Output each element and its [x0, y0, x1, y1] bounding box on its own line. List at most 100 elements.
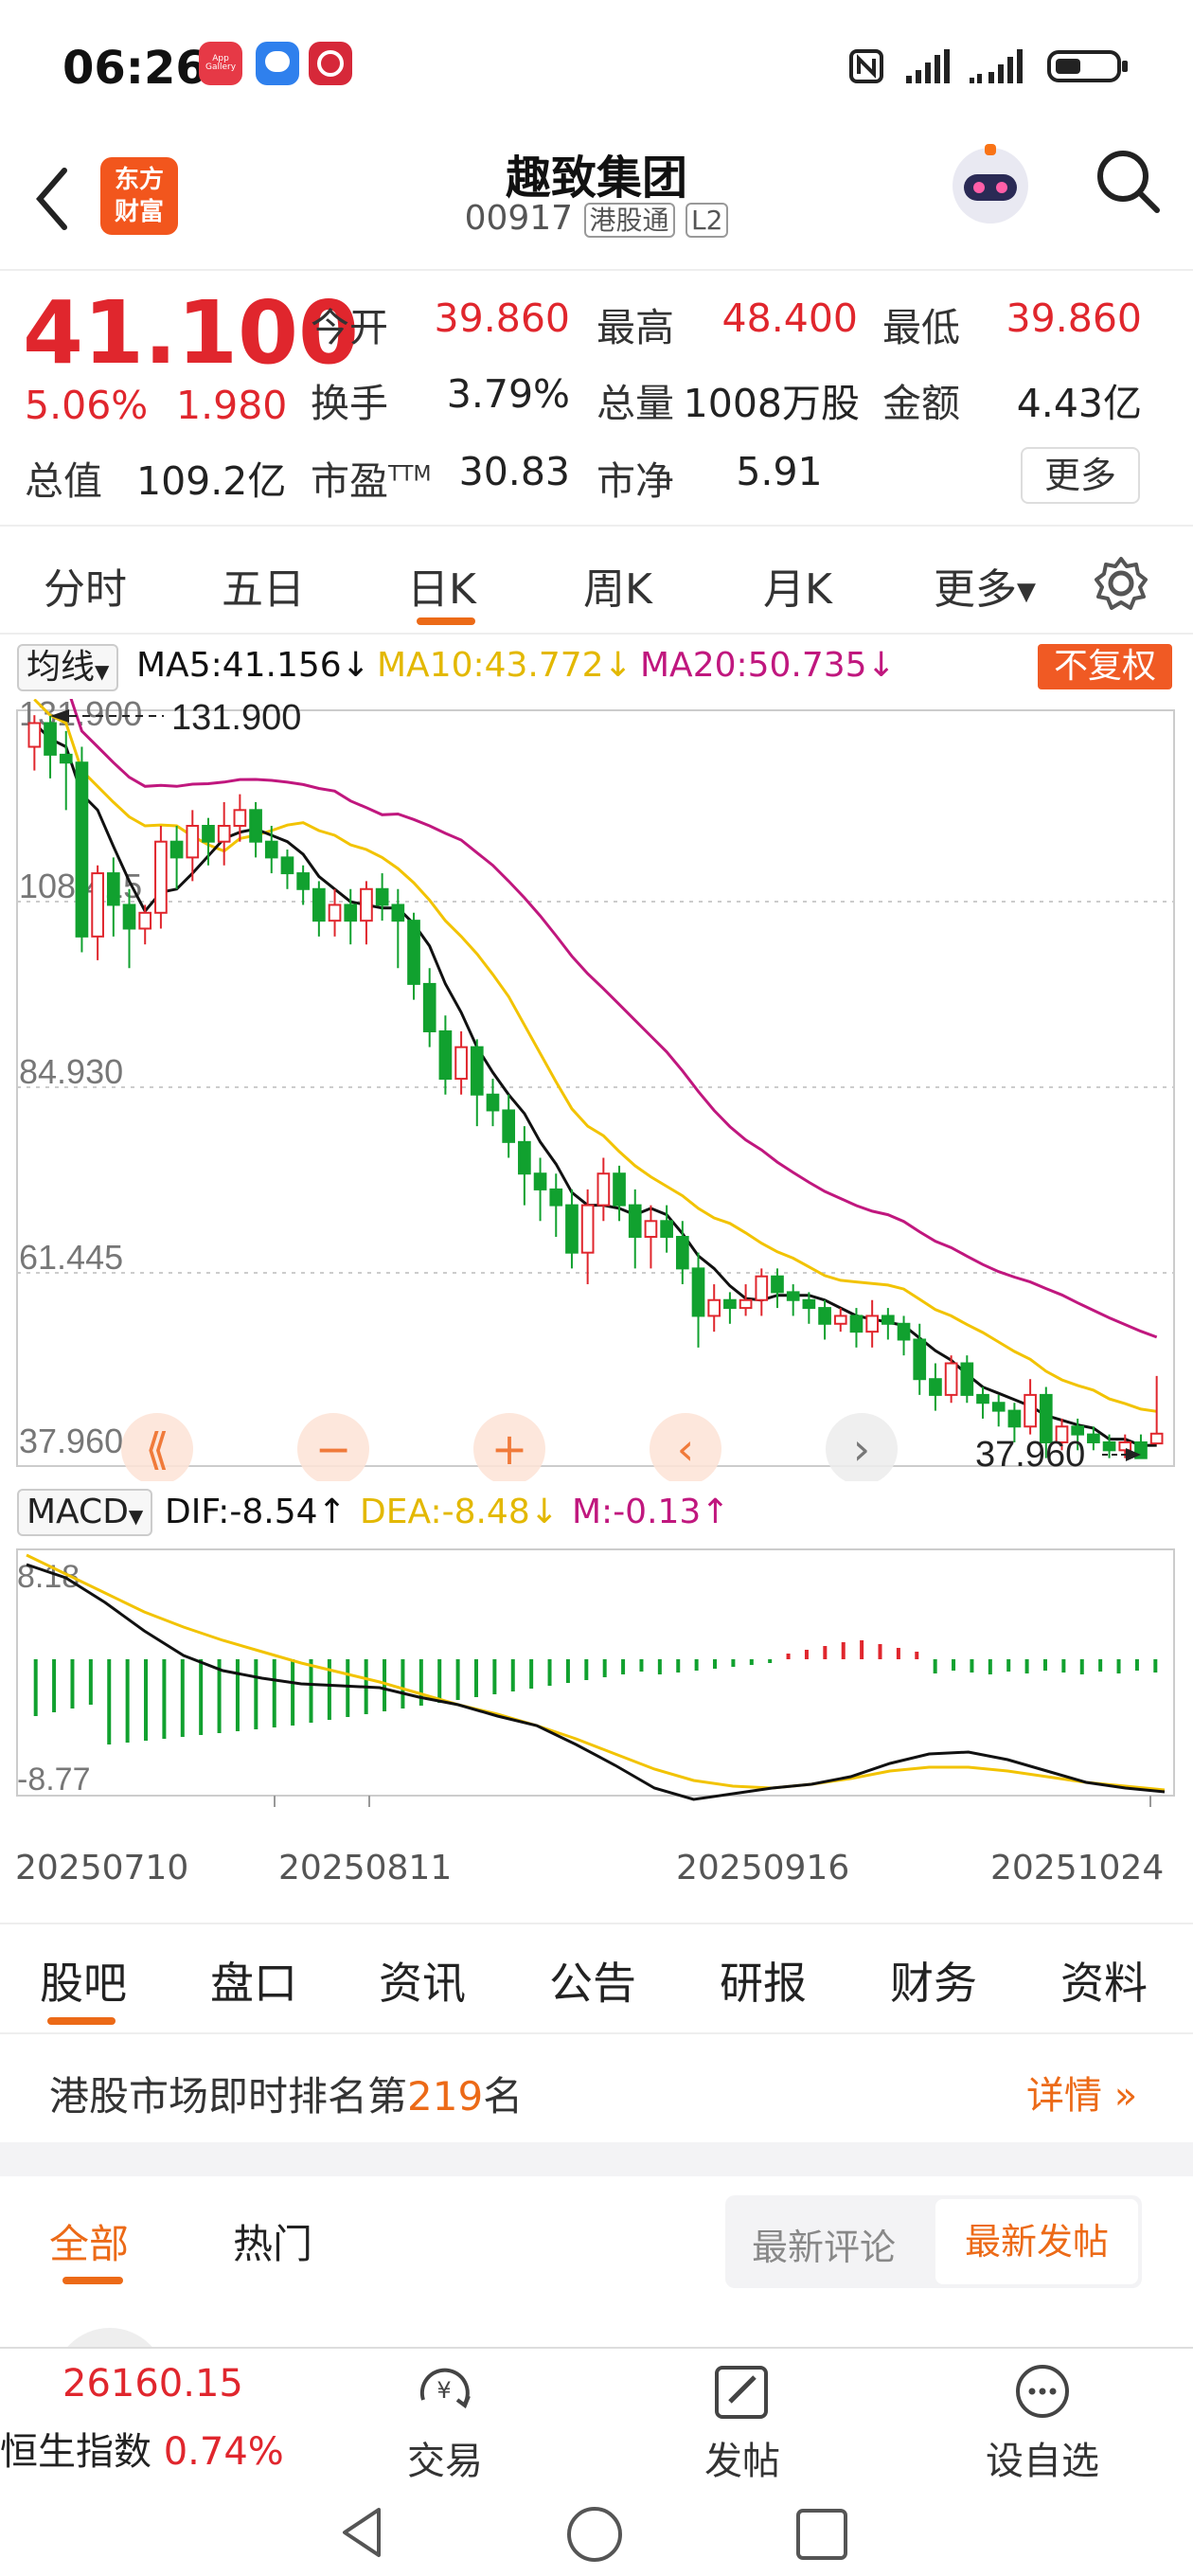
tab-financials[interactable]: 财务	[890, 1958, 977, 2009]
hsi-row[interactable]: 恒生指数 0.74%	[0, 2421, 284, 2476]
tab-five-day[interactable]: 五日	[222, 565, 305, 614]
post-button[interactable]: 发帖	[695, 2362, 790, 2485]
candle-body	[660, 1220, 673, 1238]
high-label: 最高	[596, 305, 674, 350]
tab-announcements[interactable]: 公告	[549, 1958, 636, 2009]
status-time: 06:26	[62, 42, 207, 95]
min-marker-label: 37.960	[975, 1435, 1085, 1475]
macd-svg[interactable]: 8.18-8.77	[0, 1546, 1193, 1815]
candle-body	[391, 903, 405, 922]
candle-body	[786, 1291, 800, 1301]
adjust-button[interactable]: 不复权	[1038, 644, 1172, 689]
y-tick-label: 61.445	[19, 1238, 123, 1277]
candle-body	[1039, 1393, 1053, 1443]
zoom-out-button-bg	[297, 1413, 369, 1481]
candle-body	[280, 856, 294, 875]
x-date-1: 20250710	[15, 1849, 189, 1887]
scroll-left-fast-button-bg	[121, 1413, 193, 1481]
pe-label: 市盈	[311, 458, 388, 504]
zoom-out-button[interactable]: −	[297, 1413, 369, 1481]
nav-recents-icon[interactable]	[793, 2506, 850, 2563]
tab-weekly-k[interactable]: 周K	[583, 565, 652, 614]
logo-text-2: 财富	[114, 198, 164, 226]
more-dots-icon	[1016, 2365, 1069, 2418]
app-gallery-icon: App Gallery	[199, 42, 242, 85]
add-watchlist-button[interactable]: 设自选	[981, 2362, 1104, 2485]
candle-body	[849, 1315, 864, 1333]
feed-tab-hot[interactable]: 热门	[233, 2221, 313, 2267]
tab-monthly-k[interactable]: 月K	[763, 565, 832, 614]
candle-body	[91, 872, 104, 938]
candle-body	[186, 825, 200, 859]
tab-news[interactable]: 资讯	[379, 1958, 466, 2009]
x-date-3: 20250916	[676, 1849, 850, 1887]
candle-body	[929, 1378, 942, 1396]
more-button[interactable]: 更多	[1021, 447, 1140, 504]
hsi-name: 恒生指数	[0, 2430, 151, 2474]
max-arrow-icon	[50, 709, 70, 723]
nav-home-icon[interactable]	[564, 2504, 625, 2565]
trade-button[interactable]: ¥ 交易	[398, 2362, 492, 2485]
macd-selector[interactable]: MACD▼	[17, 1489, 153, 1536]
candle-body	[533, 1172, 547, 1190]
macd-m-value: M:-0.13↑	[572, 1493, 730, 1531]
feed-tab-all[interactable]: 全部	[49, 2221, 130, 2267]
kline-svg[interactable]: 131.900108.41584.93061.44537.960131.9003…	[0, 699, 1193, 1481]
candle-body	[407, 920, 420, 985]
eastmoney-logo[interactable]: 东方 财富	[100, 157, 178, 235]
back-icon[interactable]	[28, 161, 76, 237]
tab-daily-k[interactable]: 日K	[407, 565, 476, 614]
section-separator	[0, 2142, 1193, 2176]
caret-down-icon: ▼	[95, 660, 110, 683]
logo-text-1: 东方	[114, 166, 164, 194]
scroll-left-fast-button[interactable]: ⟪	[121, 1413, 193, 1481]
feed-header: 全部 热门 最新评论 最新发帖	[0, 2176, 1193, 2442]
candle-body	[233, 809, 247, 828]
l2-tag: L2	[686, 203, 729, 238]
open-value: 39.860	[434, 295, 570, 341]
candle-body	[675, 1235, 689, 1270]
candle-body	[328, 903, 342, 922]
candle-body	[897, 1322, 911, 1341]
robot-assistant-icon[interactable]	[943, 138, 1038, 233]
content-tabs: 股吧 盘口 资讯 公告 研报 财务 资料	[0, 1923, 1193, 2034]
tab-order-book[interactable]: 盘口	[210, 1958, 297, 2009]
candle-body	[913, 1338, 927, 1381]
scroll-left-fast-button-icon: ⟪	[145, 1423, 169, 1475]
candle-body	[944, 1362, 958, 1396]
sort-latest-comment[interactable]: 最新评论	[752, 2227, 897, 2268]
candle-body	[202, 825, 215, 843]
caret-down-icon: ▼	[1017, 578, 1036, 606]
scroll-right-button-icon: ›	[853, 1423, 870, 1475]
hsi-value[interactable]: 26160.15	[62, 2362, 243, 2406]
amount-value: 4.43亿	[1016, 381, 1142, 426]
ma-selector[interactable]: 均线▼	[17, 644, 119, 691]
tab-intraday[interactable]: 分时	[44, 565, 127, 614]
candle-body	[518, 1140, 531, 1175]
volume-label: 总量	[596, 381, 674, 426]
macd-selector-label: MACD	[27, 1493, 129, 1531]
quote-panel: 41.100 5.06% 1.980 总值 109.2亿 今开 39.860 最…	[0, 273, 1193, 527]
macd-frame	[16, 1548, 1175, 1797]
turnover-label: 换手	[311, 381, 388, 426]
scroll-right-button[interactable]: ›	[826, 1413, 898, 1481]
tab-research[interactable]: 研报	[720, 1958, 807, 2009]
scroll-left-button[interactable]: ‹	[650, 1413, 721, 1481]
rank-suffix: 名	[483, 2073, 524, 2120]
tab-more[interactable]: 更多▼	[934, 555, 1036, 616]
rank-detail-link[interactable]: 详情 »	[1026, 2065, 1137, 2120]
bottom-toolbar: 26160.15 恒生指数 0.74% ¥ 交易 发帖 设自选	[0, 2347, 1193, 2498]
sort-latest-post[interactable]: 最新发帖	[935, 2199, 1138, 2284]
zoom-in-button[interactable]: +	[473, 1413, 545, 1481]
tab-profile[interactable]: 资料	[1060, 1958, 1148, 2009]
pe-ttm-sup: TTM	[388, 462, 432, 487]
nav-back-icon[interactable]	[333, 2504, 390, 2561]
stock-code: 00917	[464, 199, 574, 238]
tab-guba[interactable]: 股吧	[40, 1958, 127, 2009]
tab-more-label: 更多	[934, 565, 1017, 614]
candle-body	[1007, 1409, 1022, 1428]
settings-gear-icon[interactable]	[1093, 555, 1149, 612]
max-marker-label: 131.900	[171, 699, 301, 738]
rank-banner[interactable]: 港股市场即时排名第219名 详情 »	[0, 2036, 1193, 2142]
search-icon[interactable]	[1091, 144, 1166, 220]
